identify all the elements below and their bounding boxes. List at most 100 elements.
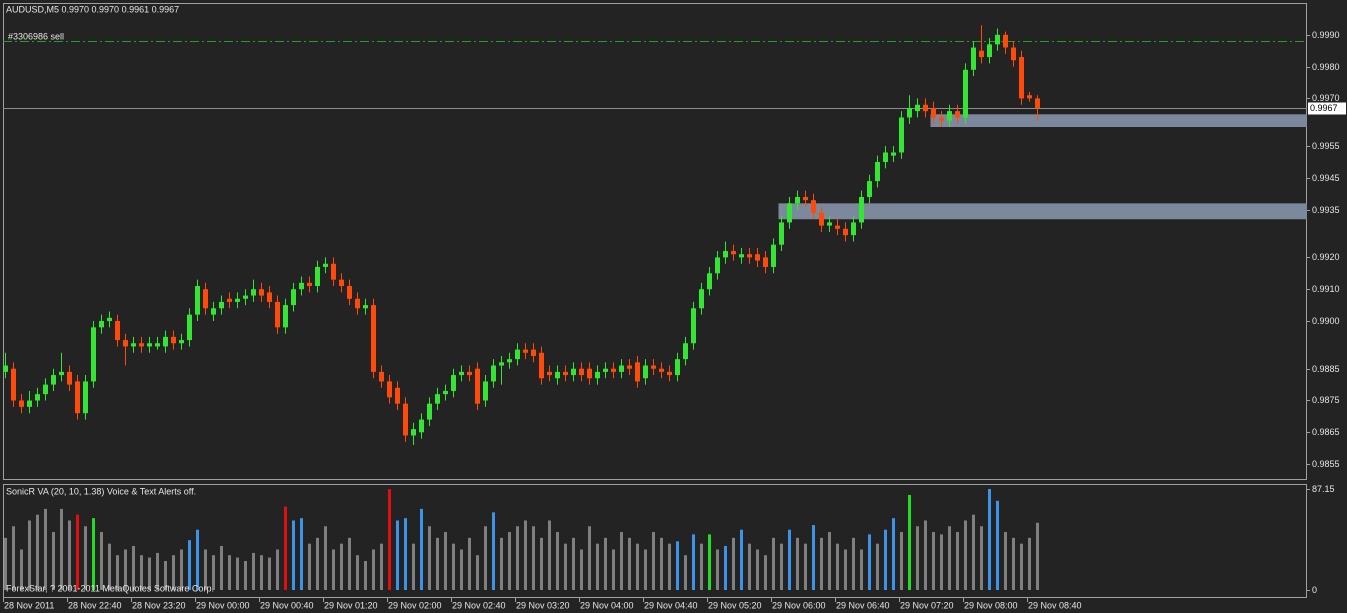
volume-bar <box>316 537 319 590</box>
candle-body <box>755 254 760 261</box>
volume-panel-frame <box>3 484 1307 598</box>
volume-bar <box>28 520 31 590</box>
copyright: ForexStar, ? 2001-2011 MetaQuotes Softwa… <box>6 583 214 593</box>
volume-bar <box>900 532 903 590</box>
volume-bar <box>756 549 759 590</box>
candle-body <box>75 381 80 414</box>
candle-body <box>315 266 320 287</box>
candle-body <box>643 365 648 379</box>
x-tick-label: 29 Nov 02:40 <box>452 600 506 610</box>
candle-body <box>907 107 912 118</box>
candle-body <box>1011 47 1016 61</box>
volume-bar <box>908 494 911 590</box>
candle-body <box>1019 57 1024 99</box>
candle-body <box>899 117 904 153</box>
candle-body <box>59 371 64 376</box>
volume-bar <box>412 543 415 590</box>
candle-body <box>171 336 176 344</box>
candle-body <box>579 368 584 376</box>
volume-bar <box>948 526 951 590</box>
candle-body <box>139 343 144 347</box>
volume-bar <box>1004 532 1007 590</box>
volume-bar <box>972 514 975 590</box>
volume-bar <box>204 549 207 590</box>
candle-body <box>923 104 928 112</box>
volume-bar <box>652 532 655 590</box>
x-tick-label: 29 Nov 08:40 <box>1028 600 1082 610</box>
zones <box>778 114 1307 220</box>
candle-body <box>395 387 400 404</box>
candle-body <box>435 394 440 404</box>
x-tick-label: 28 Nov 23:20 <box>132 600 186 610</box>
volume-bar <box>484 526 487 590</box>
y-tick-label: 0.9855 <box>1312 459 1340 469</box>
candle-body <box>43 384 48 395</box>
y-tick-label: 0.9885 <box>1312 364 1340 374</box>
volume-bar <box>796 537 799 590</box>
x-tick-label: 29 Nov 02:00 <box>388 600 442 610</box>
volume-bar <box>548 520 551 590</box>
candle-body <box>243 295 248 299</box>
candle-body <box>891 152 896 156</box>
volume-bar <box>180 549 183 590</box>
volume-bar <box>740 529 743 590</box>
volume-bar <box>876 543 879 590</box>
volume-bar <box>252 552 255 590</box>
axes: 0.9990 0.9980 0.9970 0.9955 0.9945 0.9935 0.99… <box>3 30 1346 610</box>
candle-body <box>531 349 536 356</box>
candle-body <box>155 343 160 347</box>
volume-bar <box>348 537 351 590</box>
candle-body <box>27 400 32 407</box>
candle-body <box>379 371 384 382</box>
volume-bar <box>372 549 375 590</box>
candle-body <box>683 343 688 360</box>
candle-body <box>107 317 112 321</box>
volume-bar <box>956 532 959 590</box>
candle-body <box>1035 98 1040 108</box>
x-tick-label: 29 Nov 04:40 <box>644 600 698 610</box>
x-tick-label: 29 Nov 03:20 <box>516 600 570 610</box>
volume-bar <box>708 534 711 590</box>
candle-body <box>571 368 576 376</box>
candle-body <box>763 257 768 267</box>
volume-bar <box>812 525 815 590</box>
candle-body <box>627 365 632 369</box>
candle-body <box>443 390 448 395</box>
candle-body <box>595 371 600 379</box>
volume-bar <box>732 537 735 590</box>
volume-bar <box>724 545 727 590</box>
candle-body <box>843 228 848 236</box>
volume-bar <box>396 520 399 590</box>
volume-bar <box>892 518 895 590</box>
volume-bar <box>868 534 871 590</box>
candle-body <box>467 371 472 376</box>
candle-body <box>987 44 992 58</box>
volume-bar <box>844 549 847 590</box>
volume-bar <box>676 541 679 590</box>
candle-body <box>387 381 392 398</box>
volume-bar <box>196 529 199 590</box>
y-tick-label: 0 <box>1312 585 1317 595</box>
volume-bar <box>228 555 231 590</box>
volume-bar <box>324 526 327 590</box>
candle-body <box>491 365 496 382</box>
volume-bar <box>116 555 119 590</box>
candle-body <box>995 34 1000 45</box>
volume-bar <box>4 537 7 590</box>
y-tick-label: 0.9990 <box>1312 30 1340 40</box>
candle-body <box>371 305 376 372</box>
y-tick-label: 0.9910 <box>1312 284 1340 294</box>
volume-bar <box>68 520 71 590</box>
y-tick-label: 0.9865 <box>1312 427 1340 437</box>
candle-body <box>659 368 664 372</box>
volume-bar <box>44 508 47 590</box>
x-tick-label: 28 Nov 22:40 <box>68 600 122 610</box>
volume-bar <box>188 540 191 590</box>
candle-body <box>539 352 544 379</box>
volume-bar <box>420 508 423 590</box>
candle-body <box>275 301 280 328</box>
volume-bar <box>52 532 55 590</box>
volume-bar <box>852 537 855 590</box>
volume-bar <box>508 532 511 590</box>
